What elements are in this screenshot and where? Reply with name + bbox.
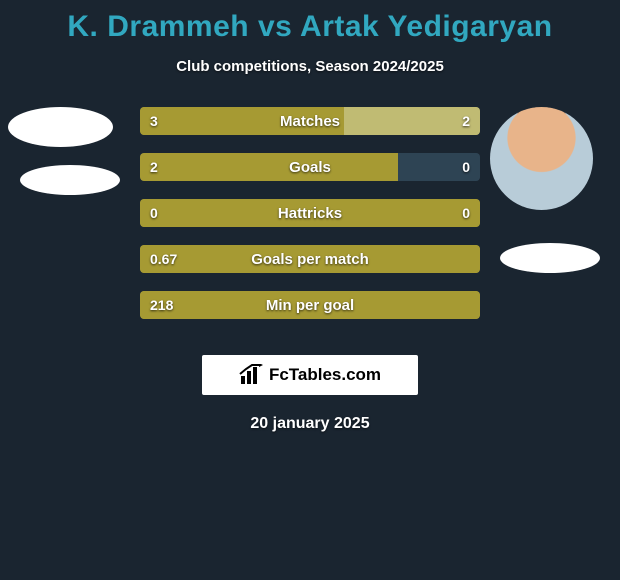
comparison-chart: Matches32 Goals20 Hattricks00 Goals per mat…: [0, 107, 620, 347]
bar-left-fill: [140, 245, 480, 273]
branding-text: FcTables.com: [269, 365, 381, 385]
bar-left-fill: [140, 291, 480, 319]
player-right-team-badge: [500, 243, 600, 273]
bar-right-fill: [398, 153, 480, 181]
date-label: 20 january 2025: [0, 415, 620, 433]
metric-row: Min per goal218: [140, 291, 480, 319]
metric-row: Hattricks00: [140, 199, 480, 227]
player-right-avatar: [490, 107, 593, 210]
metric-row: Goals20: [140, 153, 480, 181]
bar-left-fill: [140, 107, 344, 135]
metric-row: Matches32: [140, 107, 480, 135]
subtitle: Club competitions, Season 2024/2025: [0, 58, 620, 75]
metric-bars: Matches32 Goals20 Hattricks00 Goals per mat…: [140, 107, 480, 337]
bar-left-fill: [140, 199, 480, 227]
bar-right-fill: [344, 107, 480, 135]
player-left-team-badge: [20, 165, 120, 195]
metric-row: Goals per match0.67: [140, 245, 480, 273]
branding-badge: FcTables.com: [202, 355, 418, 395]
bar-left-fill: [140, 153, 398, 181]
bar-chart-icon: [239, 364, 263, 386]
player-left-avatar: [8, 107, 113, 147]
page-title: K. Drammeh vs Artak Yedigaryan: [0, 0, 620, 44]
